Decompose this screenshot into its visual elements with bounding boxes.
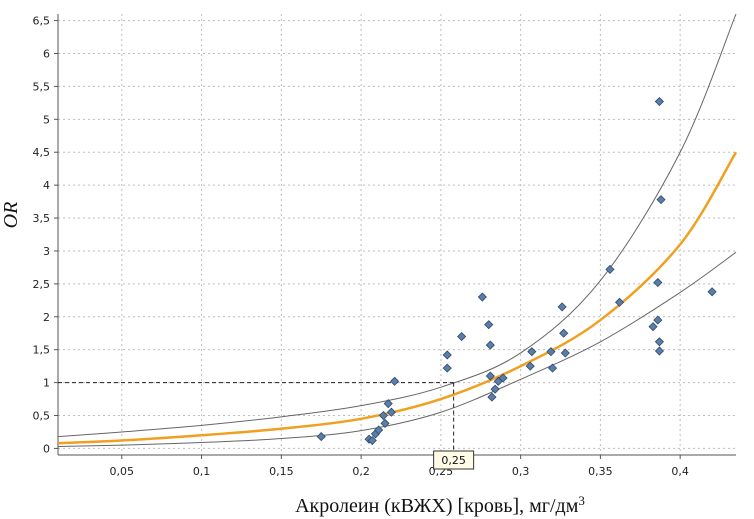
data-point	[386, 407, 396, 417]
data-point	[477, 292, 487, 302]
data-point	[442, 363, 452, 373]
y-tick-label: 6,5	[33, 15, 51, 28]
y-tick-label: 2,5	[33, 278, 51, 291]
data-point	[484, 320, 494, 330]
data-point	[559, 328, 569, 338]
data-point	[316, 432, 326, 442]
data-point	[457, 331, 467, 342]
x-axis-title-text: Акролеин (кВЖХ) [кровь], мг/дм	[295, 495, 579, 517]
y-tick-label: 0	[43, 442, 50, 455]
data-point	[498, 373, 508, 383]
data-point	[546, 347, 556, 357]
fit-curve	[57, 151, 738, 445]
data-point	[490, 384, 500, 394]
data-point	[653, 315, 663, 325]
data-point	[654, 346, 664, 356]
data-point	[442, 350, 452, 360]
data-point	[707, 287, 717, 297]
data-point	[367, 435, 377, 446]
data-point	[654, 337, 664, 347]
reference-x-label-box	[433, 450, 475, 470]
y-tick-label: 5	[43, 113, 50, 126]
data-point	[383, 399, 393, 409]
y-tick-label: 4	[43, 179, 50, 192]
y-tick-label: 3,5	[33, 212, 51, 225]
y-tick-label: 6	[43, 47, 50, 60]
x-axis-title-superscript: 3	[578, 493, 585, 508]
y-tick-label: 5,5	[33, 80, 51, 93]
y-tick-label: 4,5	[33, 146, 51, 159]
reference-lines	[58, 382, 455, 455]
x-axis-ticks: 0,05 0,1 0,15 0,2 0,25 0,3 0,35 0,4	[110, 455, 689, 478]
data-point	[378, 410, 389, 421]
y-axis-title: OR	[0, 202, 22, 229]
data-point	[547, 363, 558, 373]
y-tick-label: 2	[43, 311, 50, 324]
annotation: 0,25	[433, 450, 475, 470]
grid	[58, 14, 736, 455]
data-point	[380, 418, 390, 428]
lower-bound-curve	[57, 251, 737, 447]
series-layer	[57, 13, 738, 447]
x-axis-title: Акролеин (кВЖХ) [кровь], мг/дм3	[295, 493, 585, 517]
data-point	[614, 297, 625, 307]
data-point	[656, 195, 666, 205]
data-point	[487, 392, 497, 402]
data-point	[390, 376, 400, 386]
x-tick-label: 0,1	[193, 465, 211, 478]
x-tick-label: 0,15	[269, 465, 294, 478]
y-tick-label: 3	[43, 245, 50, 258]
y-tick-label: 0,5	[33, 410, 51, 423]
reference-x-label: 0,25	[441, 454, 466, 467]
x-tick-label: 0,3	[512, 465, 530, 478]
axes	[57, 14, 736, 456]
data-point	[525, 361, 535, 371]
data-points	[316, 96, 717, 446]
data-point	[560, 348, 570, 358]
data-point	[485, 340, 495, 350]
data-point	[374, 425, 384, 435]
data-point	[605, 264, 615, 274]
x-tick-label: 0,05	[110, 465, 135, 478]
x-tick-label: 0,35	[588, 465, 613, 478]
data-point	[557, 302, 567, 312]
data-point	[648, 322, 658, 332]
data-point	[653, 277, 663, 288]
y-tick-label: 1	[43, 377, 50, 390]
y-tick-label: 1,5	[33, 344, 51, 357]
x-tick-label: 0,4	[671, 465, 689, 478]
upper-bound-curve	[57, 13, 737, 438]
y-axis-ticks: 0 0,5 1 1,5 2 2,5 3 3,5 4 4,5 5 5,5 6 6,5	[33, 15, 58, 455]
data-point	[654, 96, 664, 107]
x-tick-label: 0,2	[352, 465, 370, 478]
data-point	[527, 347, 537, 357]
data-point	[485, 371, 495, 381]
